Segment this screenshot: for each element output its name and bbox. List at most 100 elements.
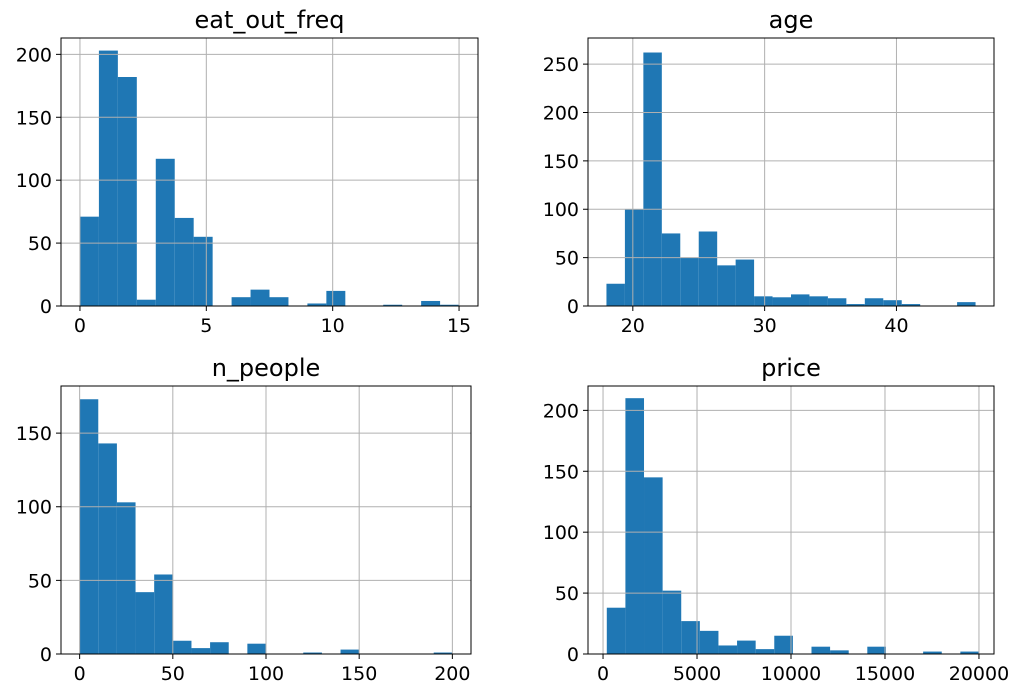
eat-out-freq-bar-9: [250, 289, 270, 306]
age-bar-8: [754, 296, 773, 306]
n-people-bar-1: [98, 443, 117, 654]
price-bar-1: [625, 398, 645, 654]
eat-out-freq-bar-3: [136, 299, 156, 306]
age-bar-15: [883, 300, 902, 306]
price-x-tick-label-2: 10000: [761, 663, 821, 685]
n-people-bar-9: [247, 643, 266, 654]
age-bar-12: [827, 298, 847, 306]
price-bar-0: [606, 607, 626, 654]
eat-out-freq-bar-6: [193, 236, 213, 306]
age-bar-7: [735, 259, 755, 306]
n-people-y-tick-label-0: 0: [40, 644, 52, 666]
age-bar-4: [680, 257, 699, 306]
n-people-title: n_people: [212, 354, 321, 382]
price-bar-5: [699, 630, 719, 654]
eat-out-freq-bar-2: [117, 77, 137, 306]
eat-out-freq-y-tick-label-3: 150: [16, 107, 52, 129]
eat-out-freq-bar-5: [174, 217, 194, 306]
eat-out-freq-bar-1: [98, 50, 118, 307]
panel-n-people: 0 50 100 150 200 0 50 100 150 n_people: [16, 354, 472, 685]
age-y-tick-label-5: 250: [543, 54, 579, 76]
eat-out-freq-bar-18: [421, 300, 441, 306]
price-x-tick-label-0: 0: [597, 663, 609, 685]
eat-out-freq-x-tick-label-2: 10: [321, 315, 345, 337]
eat-out-freq-x-tick-label-0: 0: [74, 315, 86, 337]
eat-out-freq-x-tick-label-1: 5: [200, 315, 212, 337]
price-bar-7: [737, 640, 756, 654]
n-people-y-tick-label-3: 150: [16, 423, 52, 445]
price-y-tick-label-2: 100: [543, 522, 579, 544]
age-bar-19: [957, 302, 976, 306]
n-people-bar-3: [135, 592, 155, 654]
age-bar-11: [809, 296, 828, 306]
price-bar-19: [960, 651, 979, 654]
n-people-x-tick-label-4: 200: [434, 663, 470, 685]
age-bar-13: [846, 304, 865, 306]
eat-out-freq-y-tick-label-1: 50: [28, 233, 52, 255]
age-bar-16: [901, 304, 921, 306]
eat-out-freq-title: eat_out_freq: [195, 6, 345, 34]
n-people-x-tick-label-2: 100: [248, 663, 284, 685]
age-x-tick-label-0: 20: [621, 315, 645, 337]
price-x-tick-label-1: 5000: [673, 663, 721, 685]
n-people-bar-19: [433, 652, 453, 654]
age-bar-2: [643, 52, 662, 306]
n-people-y-tick-label-1: 50: [28, 570, 52, 592]
price-bar-3: [662, 590, 682, 654]
age-bar-3: [661, 233, 681, 306]
age-y-tick-label-4: 200: [543, 102, 579, 124]
age-bar-14: [864, 298, 884, 306]
age-y-tick-label-1: 50: [555, 248, 579, 270]
panel-price: 0 5000 10000 15000 20000 0 50 100 150 200 price: [543, 354, 1009, 685]
eat-out-freq-axes-frame: [60, 37, 479, 307]
n-people-bar-14: [340, 649, 360, 654]
price-x-tick-label-4: 20000: [949, 663, 1009, 685]
price-x-tick-label-3: 15000: [855, 663, 915, 685]
n-people-x-tick-label-3: 150: [341, 663, 377, 685]
price-y-tick-label-1: 50: [555, 583, 579, 605]
n-people-bar-0: [79, 399, 99, 654]
age-bar-9: [772, 297, 791, 306]
age-y-tick-label-0: 0: [567, 296, 579, 318]
eat-out-freq-bar-13: [326, 290, 346, 306]
eat-out-freq-y-tick-label-4: 200: [16, 44, 52, 66]
price-bar-14: [867, 646, 886, 654]
n-people-bar-12: [303, 652, 322, 654]
eat-out-freq-y-tick-label-2: 100: [16, 170, 52, 192]
n-people-x-tick-label-1: 50: [161, 663, 185, 685]
eat-out-freq-bar-4: [155, 158, 175, 306]
price-bar-2: [644, 477, 663, 654]
eat-out-freq-bar-10: [269, 297, 289, 306]
n-people-x-tick-label-0: 0: [74, 663, 86, 685]
price-bar-9: [774, 635, 793, 654]
age-x-tick-label-2: 40: [884, 315, 908, 337]
n-people-bar-7: [210, 642, 229, 654]
n-people-bar-4: [154, 574, 173, 654]
age-x-tick-label-1: 30: [753, 315, 777, 337]
eat-out-freq-y-tick-label-0: 0: [40, 296, 52, 318]
price-bar-8: [755, 649, 775, 654]
age-axes-frame: [587, 37, 995, 307]
age-bar-5: [698, 231, 718, 306]
eat-out-freq-bar-12: [307, 303, 327, 306]
price-bar-12: [830, 650, 849, 654]
eat-out-freq-bar-8: [231, 297, 251, 306]
age-bar-6: [717, 265, 736, 306]
age-y-tick-label-2: 100: [543, 199, 579, 221]
age-y-tick-label-3: 150: [543, 151, 579, 173]
age-bar-0: [606, 283, 625, 306]
age-bar-10: [791, 294, 810, 306]
n-people-bar-2: [116, 502, 136, 654]
eat-out-freq-bar-19: [440, 304, 460, 306]
eat-out-freq-bar-0: [79, 216, 99, 306]
panel-age: 20 30 40 0 50 100 150 200 250 age: [543, 6, 995, 337]
age-title: age: [769, 6, 814, 34]
n-people-bar-6: [191, 648, 211, 654]
price-bar-6: [718, 645, 738, 654]
eat-out-freq-bar-16: [383, 304, 403, 306]
eat-out-freq-x-tick-label-3: 15: [447, 315, 471, 337]
price-y-tick-label-4: 200: [543, 400, 579, 422]
price-y-tick-label-3: 150: [543, 461, 579, 483]
